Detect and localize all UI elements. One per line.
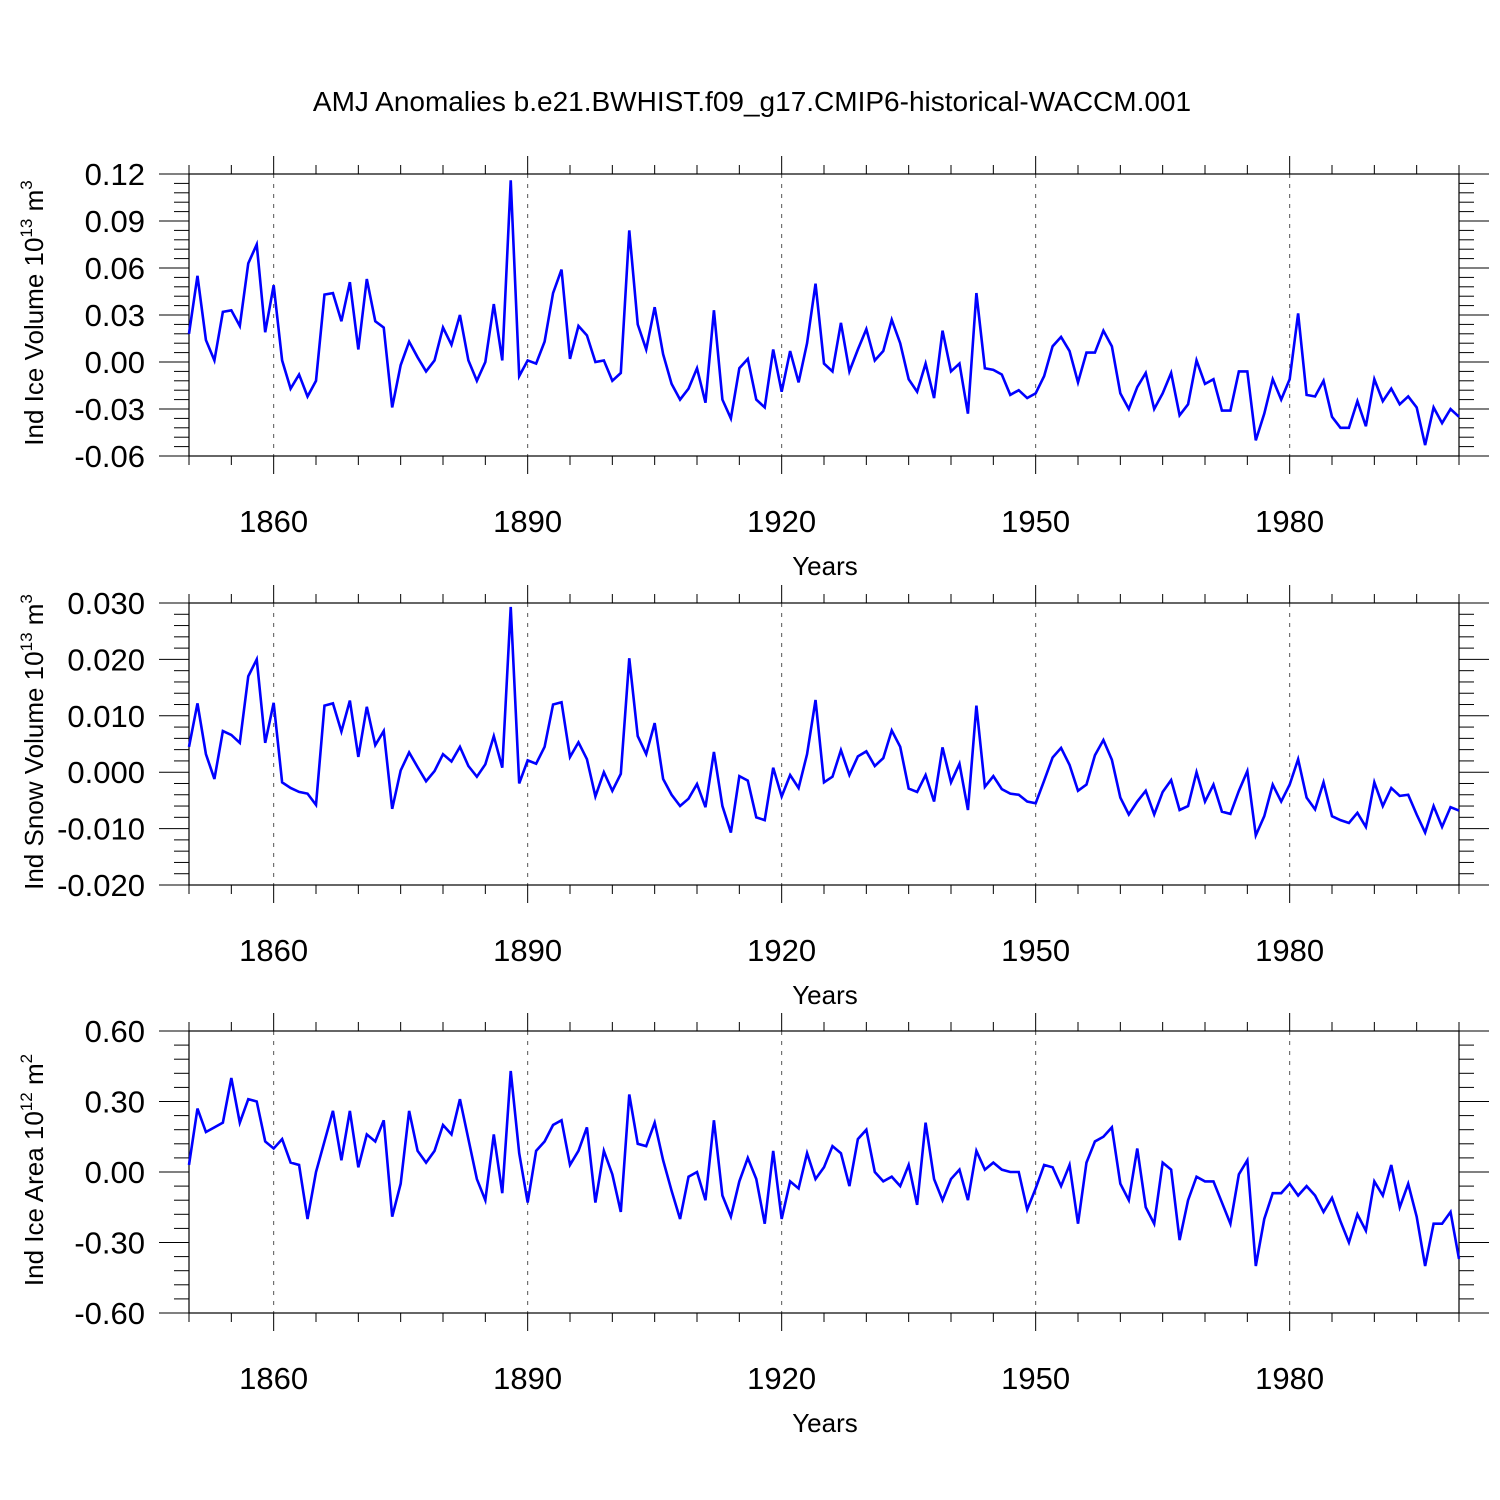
chart-title: AMJ Anomalies b.e21.BWHIST.f09_g17.CMIP6… bbox=[313, 86, 1191, 117]
y-tick-label: -0.30 bbox=[74, 1226, 145, 1261]
chart-panels: 0.12 0.09 0.06 0.03 0.00 -0.03 -0.06 1860 1890 19… bbox=[17, 156, 1489, 1438]
x-axis-label: Years bbox=[792, 551, 858, 581]
series-line bbox=[187, 606, 1460, 841]
y-tick-label: -0.010 bbox=[57, 812, 145, 847]
series-line bbox=[187, 180, 1460, 446]
y-tick-label: 0.30 bbox=[85, 1085, 145, 1120]
chart-panel-3: 0.60 0.30 0.00 -0.30 -0.60 1860 1890 1920 1950 19… bbox=[17, 1013, 1489, 1438]
x-tick-label: 1950 bbox=[1001, 504, 1070, 539]
x-tick-label: 1950 bbox=[1001, 1361, 1070, 1396]
series-line bbox=[187, 1070, 1461, 1267]
x-axis-label: Years bbox=[792, 980, 858, 1010]
y-tick-label: 0.03 bbox=[85, 298, 145, 333]
y-axis-label: Ind Snow Volume 1013 m3 bbox=[17, 594, 49, 890]
x-tick-label: 1980 bbox=[1255, 933, 1324, 968]
x-tick-label: 1860 bbox=[239, 504, 308, 539]
plot-frame bbox=[188, 1030, 1460, 1314]
x-tick-label: 1890 bbox=[493, 504, 562, 539]
x-tick-label: 1860 bbox=[239, 933, 308, 968]
y-tick-label: 0.010 bbox=[67, 699, 145, 734]
x-tick-label: 1980 bbox=[1255, 1361, 1324, 1396]
x-tick-label: 1890 bbox=[493, 1361, 562, 1396]
x-tick-label: 1860 bbox=[239, 1361, 308, 1396]
y-tick-label: 0.06 bbox=[85, 251, 145, 286]
y-tick-label: -0.60 bbox=[74, 1296, 145, 1331]
x-tick-label: 1920 bbox=[747, 504, 816, 539]
y-tick-label: 0.60 bbox=[85, 1014, 145, 1049]
y-tick-label: 0.12 bbox=[85, 157, 145, 192]
y-tick-label: 0.09 bbox=[85, 204, 145, 239]
y-tick-label: 0.030 bbox=[67, 586, 145, 621]
x-tick-label: 1890 bbox=[493, 933, 562, 968]
y-tick-label: 0.00 bbox=[85, 1155, 145, 1190]
plot-frame bbox=[188, 602, 1460, 886]
y-tick-label: 0.00 bbox=[85, 345, 145, 380]
y-tick-label: -0.06 bbox=[74, 439, 145, 474]
x-axis-label: Years bbox=[792, 1408, 858, 1438]
plot-frame bbox=[188, 173, 1460, 457]
y-tick-label: 0.020 bbox=[67, 642, 145, 677]
y-tick-label: -0.020 bbox=[57, 868, 145, 903]
x-tick-label: 1920 bbox=[747, 933, 816, 968]
y-axis-label: Ind Ice Volume 1013 m3 bbox=[17, 180, 49, 445]
x-tick-label: 1980 bbox=[1255, 504, 1324, 539]
y-tick-label: -0.03 bbox=[74, 392, 145, 427]
y-axis-label: Ind Ice Area 1012 m2 bbox=[17, 1054, 49, 1286]
x-tick-label: 1920 bbox=[747, 1361, 816, 1396]
y-tick-label: 0.000 bbox=[67, 755, 145, 790]
chart-panel-1: 0.12 0.09 0.06 0.03 0.00 -0.03 -0.06 1860 1890 19… bbox=[17, 156, 1489, 581]
x-tick-label: 1950 bbox=[1001, 933, 1070, 968]
chart-panel-2: 0.030 0.020 0.010 0.000 -0.010 -0.020 1860 1890… bbox=[17, 585, 1489, 1010]
